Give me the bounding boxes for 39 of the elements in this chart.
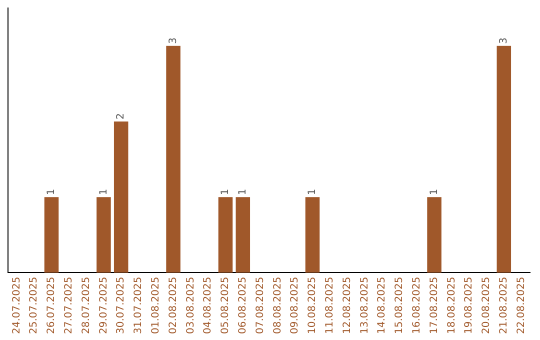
x-tick-label: 10.08.2025 bbox=[307, 276, 318, 334]
data-label: 3 bbox=[168, 37, 179, 44]
x-tick-label: 17.08.2025 bbox=[428, 276, 440, 334]
x-tick-label: 19.08.2025 bbox=[464, 276, 475, 334]
x-tick-label: 18.08.2025 bbox=[446, 276, 458, 334]
x-tick-label: 02.08.2025 bbox=[168, 276, 179, 334]
x-tick-label: 04.08.2025 bbox=[202, 276, 214, 334]
data-label: 3 bbox=[498, 37, 510, 44]
x-tick-label: 25.07.2025 bbox=[28, 276, 40, 334]
x-tick-label: 03.08.2025 bbox=[185, 276, 196, 334]
data-label: 1 bbox=[307, 188, 318, 196]
x-tick-label: 29.07.2025 bbox=[98, 276, 110, 334]
x-tick-label: 08.08.2025 bbox=[272, 276, 284, 334]
x-tick-label: 20.08.2025 bbox=[481, 276, 492, 334]
x-tick-label: 24.07.2025 bbox=[11, 276, 22, 334]
x-tick-label: 07.08.2025 bbox=[254, 276, 266, 334]
x-tick-label: 12.08.2025 bbox=[342, 276, 353, 334]
data-label: 1 bbox=[428, 188, 440, 196]
data-label: 1 bbox=[98, 188, 110, 196]
x-tick-label: 26.07.2025 bbox=[46, 276, 58, 334]
data-label: 1 bbox=[220, 188, 232, 196]
x-tick-label: 28.07.2025 bbox=[80, 276, 92, 334]
data-label: 1 bbox=[46, 188, 58, 196]
x-tick-label: 30.07.2025 bbox=[116, 276, 127, 334]
x-tick-label: 27.07.2025 bbox=[63, 276, 74, 334]
x-tick-label: 22.08.2025 bbox=[516, 276, 527, 334]
data-label: 1 bbox=[237, 188, 248, 196]
x-tick-label: 11.08.2025 bbox=[324, 276, 336, 334]
x-tick-label: 05.08.2025 bbox=[220, 276, 232, 334]
x-tick-label: 16.08.2025 bbox=[411, 276, 422, 334]
x-tick-label: 14.08.2025 bbox=[376, 276, 388, 334]
data-label: 2 bbox=[116, 113, 127, 120]
x-tick-label: 15.08.2025 bbox=[394, 276, 406, 334]
x-tick-label: 06.08.2025 bbox=[237, 276, 248, 334]
x-tick-label: 09.08.2025 bbox=[290, 276, 301, 334]
x-tick-label: 31.07.2025 bbox=[133, 276, 144, 334]
x-tick-label: 21.08.2025 bbox=[498, 276, 510, 334]
x-tick-label: 01.08.2025 bbox=[150, 276, 162, 334]
x-tick-label: 13.08.2025 bbox=[359, 276, 370, 334]
